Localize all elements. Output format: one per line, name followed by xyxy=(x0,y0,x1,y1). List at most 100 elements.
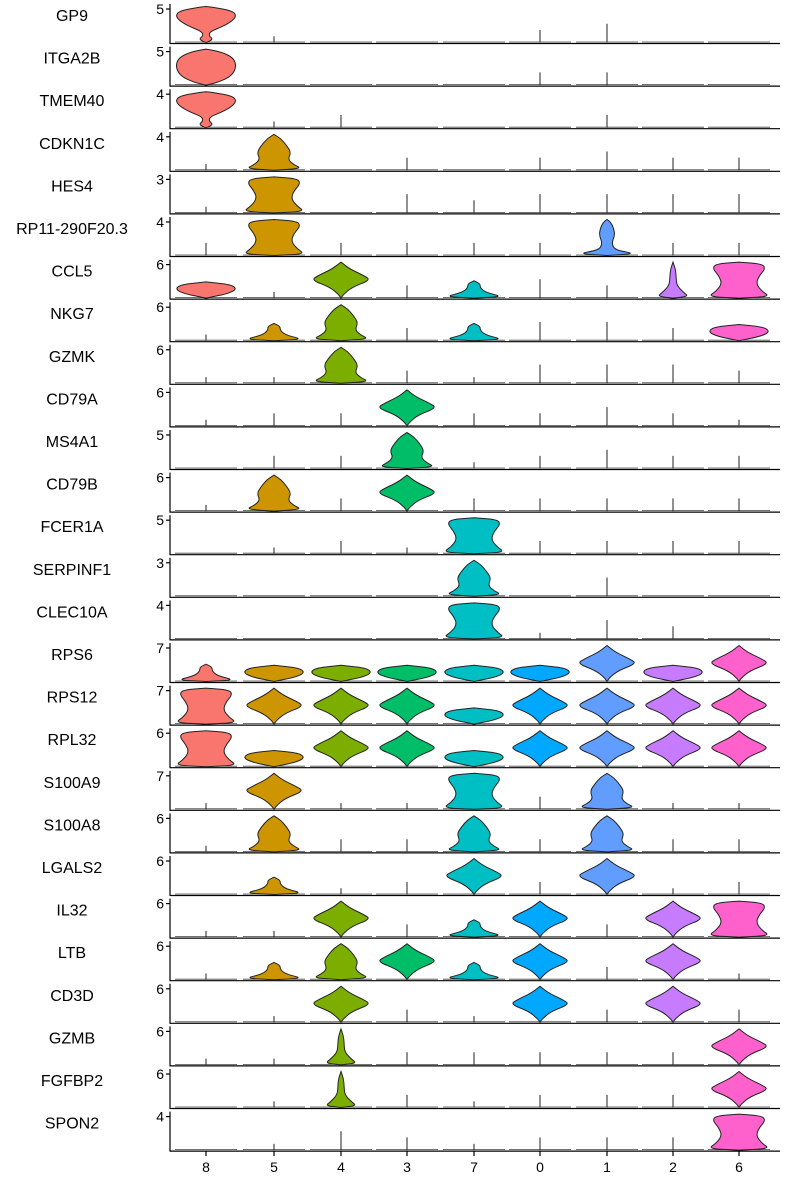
violin-3 xyxy=(379,943,435,981)
gene-label: FCER1A xyxy=(40,519,103,536)
ytick-label: 4 xyxy=(156,1109,164,1125)
panel-nkg7: NKG7 6 xyxy=(50,299,780,343)
violin-5 xyxy=(249,876,299,896)
violin-4 xyxy=(313,900,369,939)
gene-label: CD3D xyxy=(50,988,94,1005)
panel-cd79b: CD79B 6 xyxy=(46,470,780,513)
panel-cd3d: CD3D 6 xyxy=(50,981,780,1024)
violin-7 xyxy=(445,602,503,640)
violin-5 xyxy=(248,133,300,171)
violin-6 xyxy=(711,1070,767,1109)
gene-label: GZMB xyxy=(49,1030,95,1047)
ytick-label: 6 xyxy=(156,853,164,869)
panel-ccl5: CCL5 6 xyxy=(52,257,780,300)
gene-label: RPS12 xyxy=(47,690,98,707)
violin-0 xyxy=(510,664,570,683)
panel-cd79a: CD79A 6 xyxy=(46,384,780,428)
panel-s100a8: S100A8 6 xyxy=(44,810,780,854)
gene-label: RPS6 xyxy=(51,647,93,664)
ytick-label: 6 xyxy=(156,725,164,741)
gene-label: TMEM40 xyxy=(40,93,105,110)
panel-itga2b: ITGA2B 5 xyxy=(44,44,780,87)
violin-1 xyxy=(579,857,635,896)
gene-label: GP9 xyxy=(56,8,88,25)
panel-ltb: LTB 6 xyxy=(58,938,780,982)
panel-gzmk: GZMK 6 xyxy=(49,342,780,385)
violin-3 xyxy=(381,431,433,470)
violin-4 xyxy=(326,1069,356,1109)
ytick-label: 7 xyxy=(156,768,164,784)
violin-8 xyxy=(176,91,236,129)
violin-4 xyxy=(313,687,369,726)
violin-7 xyxy=(444,664,504,683)
violin-2 xyxy=(645,687,701,726)
ytick-label: 6 xyxy=(156,896,164,912)
xtick-label-5: 5 xyxy=(270,1159,278,1175)
violin-5 xyxy=(245,218,303,257)
xtick-label-1: 1 xyxy=(603,1159,611,1175)
violin-2 xyxy=(645,730,701,768)
violin-7 xyxy=(445,517,503,555)
panel-hes4: HES4 3 xyxy=(51,171,780,215)
ytick-label: 5 xyxy=(156,512,164,528)
violin-6 xyxy=(711,730,767,768)
violin-1 xyxy=(583,218,631,257)
ytick-label: 4 xyxy=(156,597,164,613)
gene-label: LTB xyxy=(58,945,86,962)
xtick-label-7: 7 xyxy=(470,1159,478,1175)
xtick-label-6: 6 xyxy=(735,1159,743,1175)
gene-label: CD79A xyxy=(46,391,98,408)
violin-0 xyxy=(512,687,568,726)
violin-7 xyxy=(446,857,502,896)
panel-clec10a: CLEC10A 4 xyxy=(36,597,780,641)
gene-label: HES4 xyxy=(51,178,93,195)
violin-1 xyxy=(581,772,633,810)
ytick-label: 6 xyxy=(156,299,164,315)
violin-0 xyxy=(512,900,568,939)
ytick-label: 6 xyxy=(156,810,164,826)
ytick-label: 7 xyxy=(156,640,164,656)
gene-label: NKG7 xyxy=(50,306,94,323)
ytick-label: 4 xyxy=(156,129,164,145)
violin-8 xyxy=(176,5,236,44)
ytick-label: 7 xyxy=(156,683,164,699)
panel-s100a9: S100A9 7 xyxy=(44,768,780,811)
violin-5 xyxy=(245,176,303,214)
violin-7 xyxy=(449,919,499,938)
panel-cdkn1c: CDKN1C 4 xyxy=(39,129,780,172)
violin-6 xyxy=(711,687,767,726)
ytick-label: 6 xyxy=(156,1023,164,1039)
ytick-label: 6 xyxy=(156,470,164,486)
violin-5 xyxy=(249,961,299,981)
violin-7 xyxy=(448,815,500,853)
violin-6 xyxy=(711,644,767,683)
panel-fgfbp2: FGFBP2 6 xyxy=(41,1066,780,1110)
ytick-label: 3 xyxy=(156,555,164,571)
panel-fcer1a: FCER1A 5 xyxy=(40,512,780,556)
ytick-label: 5 xyxy=(156,427,164,443)
ytick-label: 6 xyxy=(156,257,164,273)
violin-3 xyxy=(377,664,437,683)
ytick-label: 3 xyxy=(156,171,164,187)
gene-label: GZMK xyxy=(49,349,96,366)
violin-6 xyxy=(710,1113,768,1151)
xtick-label-3: 3 xyxy=(403,1159,411,1175)
violin-7 xyxy=(449,961,499,981)
gene-label: LGALS2 xyxy=(42,860,103,877)
violin-5 xyxy=(246,687,302,726)
violin-3 xyxy=(379,474,435,513)
violin-5 xyxy=(246,772,302,811)
panel-spon2: SPON2 4 xyxy=(45,1109,780,1152)
violin-2 xyxy=(658,260,688,299)
panel-gp9: GP9 5 xyxy=(56,1,780,45)
ytick-label: 4 xyxy=(156,214,164,230)
violin-4 xyxy=(313,985,369,1024)
violin-4 xyxy=(313,730,369,768)
violin-1 xyxy=(579,687,635,726)
ytick-label: 4 xyxy=(156,86,164,102)
ytick-label: 5 xyxy=(156,44,164,60)
violin-6 xyxy=(711,1028,767,1066)
gene-label: RPL32 xyxy=(48,732,97,749)
gene-label: S100A9 xyxy=(44,775,101,792)
xtick-label-0: 0 xyxy=(536,1159,544,1175)
